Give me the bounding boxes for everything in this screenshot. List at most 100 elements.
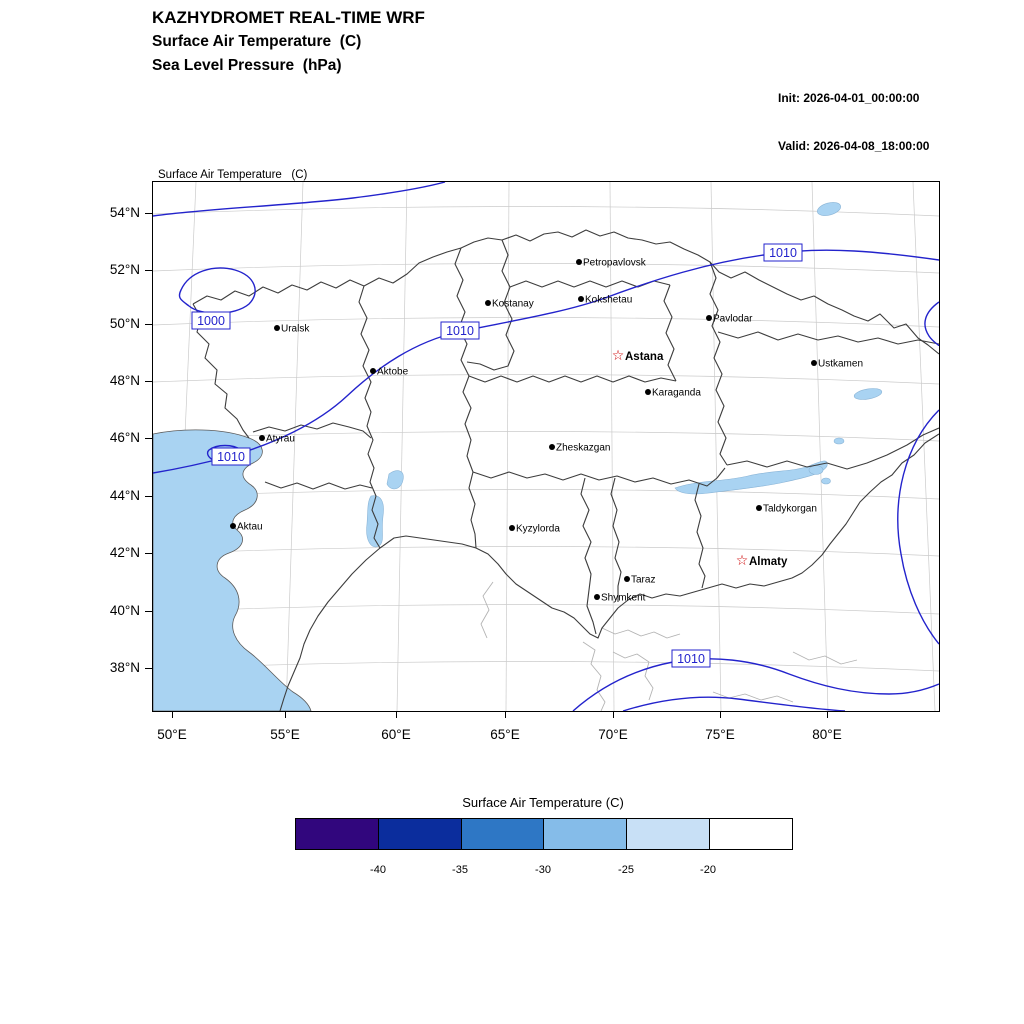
city-dot — [594, 594, 600, 600]
city-dot — [230, 523, 236, 529]
city-marker-zheskazgan: Zheskazgan — [549, 443, 610, 454]
kyzylorda-east-border — [580, 477, 597, 635]
pavlodar-eastkz-border — [717, 331, 939, 345]
contour-labels: 1010 1000 1010 1010 1010 — [191, 243, 803, 668]
mangystau-border — [264, 481, 373, 490]
city-label: Karaganda — [652, 388, 701, 399]
page-title: KAZHYDROMET REAL-TIME WRF — [152, 8, 425, 27]
lat-axis-label: 50°N — [109, 316, 140, 331]
lon-axis-label: 80°E — [812, 727, 842, 742]
contour-right-edge — [897, 409, 939, 645]
lakes — [153, 202, 883, 711]
capital-marker-astana: ☆ Astana — [612, 348, 664, 364]
lat-tick-mark — [145, 324, 152, 325]
lon-axis-label: 65°E — [490, 727, 520, 742]
lon-axis-label: 60°E — [381, 727, 411, 742]
city-label: Kokshetau — [585, 295, 632, 306]
pavlodar-west-border — [709, 261, 728, 466]
city-marker-uralsk: Uralsk — [274, 324, 310, 335]
colorbar-segment — [377, 819, 461, 849]
city-marker-pavlodar: Pavlodar — [706, 314, 753, 325]
lon-tick-mark — [172, 711, 173, 718]
region-borders — [192, 229, 939, 711]
city-label: Pavlodar — [713, 314, 753, 325]
lat-tick-mark — [145, 553, 152, 554]
colorbar-segment — [709, 819, 792, 849]
lake-sasykkol — [821, 477, 831, 485]
city-marker-karaganda: Karaganda — [645, 388, 701, 399]
city-label: Kyzylorda — [516, 524, 560, 535]
city-label: Zheskazgan — [556, 443, 610, 454]
west-border — [192, 303, 250, 439]
city-label: Taraz — [631, 575, 655, 586]
southkz-zhambyl-border — [610, 477, 622, 602]
colorbar-tick-label: -20 — [700, 864, 716, 876]
lat-tick-mark — [145, 438, 152, 439]
page-subtitle-temperature: Surface Air Temperature (C) — [152, 33, 362, 50]
city-marker-atyrau: Atyrau — [259, 434, 295, 445]
page-subtitle-pressure: Sea Level Pressure (hPa) — [152, 57, 342, 74]
contour-label: 1000 — [191, 311, 231, 330]
kostanay-east-border — [466, 239, 515, 371]
city-dot — [576, 259, 582, 265]
lat-axis-label: 38°N — [109, 660, 140, 675]
colorbar-segment — [626, 819, 710, 849]
svg-text:1010: 1010 — [217, 450, 245, 464]
pressure-contours — [153, 182, 939, 711]
lat-axis-label: 52°N — [109, 262, 140, 277]
capital-cities: ☆ Astana ☆ Almaty — [612, 348, 788, 569]
city-marker-kostanay: Kostanay — [485, 299, 534, 310]
city-label: Taldykorgan — [763, 504, 817, 515]
aktobe-east-border — [454, 247, 477, 549]
capital-marker-almaty: ☆ Almaty — [736, 553, 788, 569]
capital-label: Almaty — [749, 556, 788, 568]
city-label: Atyrau — [266, 434, 295, 445]
lon-tick-mark — [613, 711, 614, 718]
colorbar-tick-label: -25 — [618, 864, 634, 876]
lat-axis-label: 44°N — [109, 488, 140, 503]
lat-tick-mark — [145, 668, 152, 669]
eastkz-almaty-border — [726, 427, 939, 470]
city-dot — [509, 525, 515, 531]
colorbar-tick-label: -30 — [535, 864, 551, 876]
capital-label: Astana — [625, 351, 664, 363]
akmola-east-border — [663, 284, 677, 382]
colorbar-title: Surface Air Temperature (C) — [462, 795, 624, 810]
zhambyl-almaty-border — [694, 483, 706, 589]
lon-tick-mark — [827, 711, 828, 718]
city-marker-shymkent: Shymkent — [594, 593, 646, 604]
lat-axis-label: 48°N — [109, 373, 140, 388]
lon-axis-label: 55°E — [270, 727, 300, 742]
small-lake — [833, 437, 845, 445]
city-dot — [578, 296, 584, 302]
city-dot — [274, 325, 280, 331]
lon-axis-label: 50°E — [157, 727, 187, 742]
foreign-borders — [480, 581, 858, 711]
city-dot — [624, 576, 630, 582]
colorbar-segment — [296, 819, 378, 849]
city-dot — [706, 315, 712, 321]
lat-tick-mark — [145, 381, 152, 382]
city-marker-petropavlovsk: Petropavlovsk — [576, 258, 647, 269]
svg-text:1010: 1010 — [677, 652, 705, 666]
city-marker-taraz: Taraz — [624, 575, 655, 586]
lon-tick-mark — [720, 711, 721, 718]
lon-tick-mark — [505, 711, 506, 718]
city-dot — [549, 444, 555, 450]
svg-text:1000: 1000 — [197, 314, 225, 328]
contour-label: 1010 — [763, 243, 803, 262]
colorbar-tick-label: -35 — [452, 864, 468, 876]
svg-text:1010: 1010 — [446, 324, 474, 338]
valid-time: Valid: 2026-04-08_18:00:00 — [778, 139, 930, 153]
kazakhstan-north-border — [192, 229, 939, 355]
city-label: Kostanay — [492, 299, 534, 310]
contour-south-lower — [622, 696, 846, 711]
lat-axis-label: 42°N — [109, 545, 140, 560]
city-marker-kokshetau: Kokshetau — [578, 295, 632, 306]
lat-tick-mark — [145, 496, 152, 497]
city-marker-ustkamen: Ustkamen — [811, 359, 863, 370]
map-legend-temperature: Surface Air Temperature (C) — [158, 169, 308, 181]
city-label: Shymkent — [601, 593, 646, 604]
city-label: Ustkamen — [818, 359, 863, 370]
lake-alakol — [808, 465, 824, 475]
